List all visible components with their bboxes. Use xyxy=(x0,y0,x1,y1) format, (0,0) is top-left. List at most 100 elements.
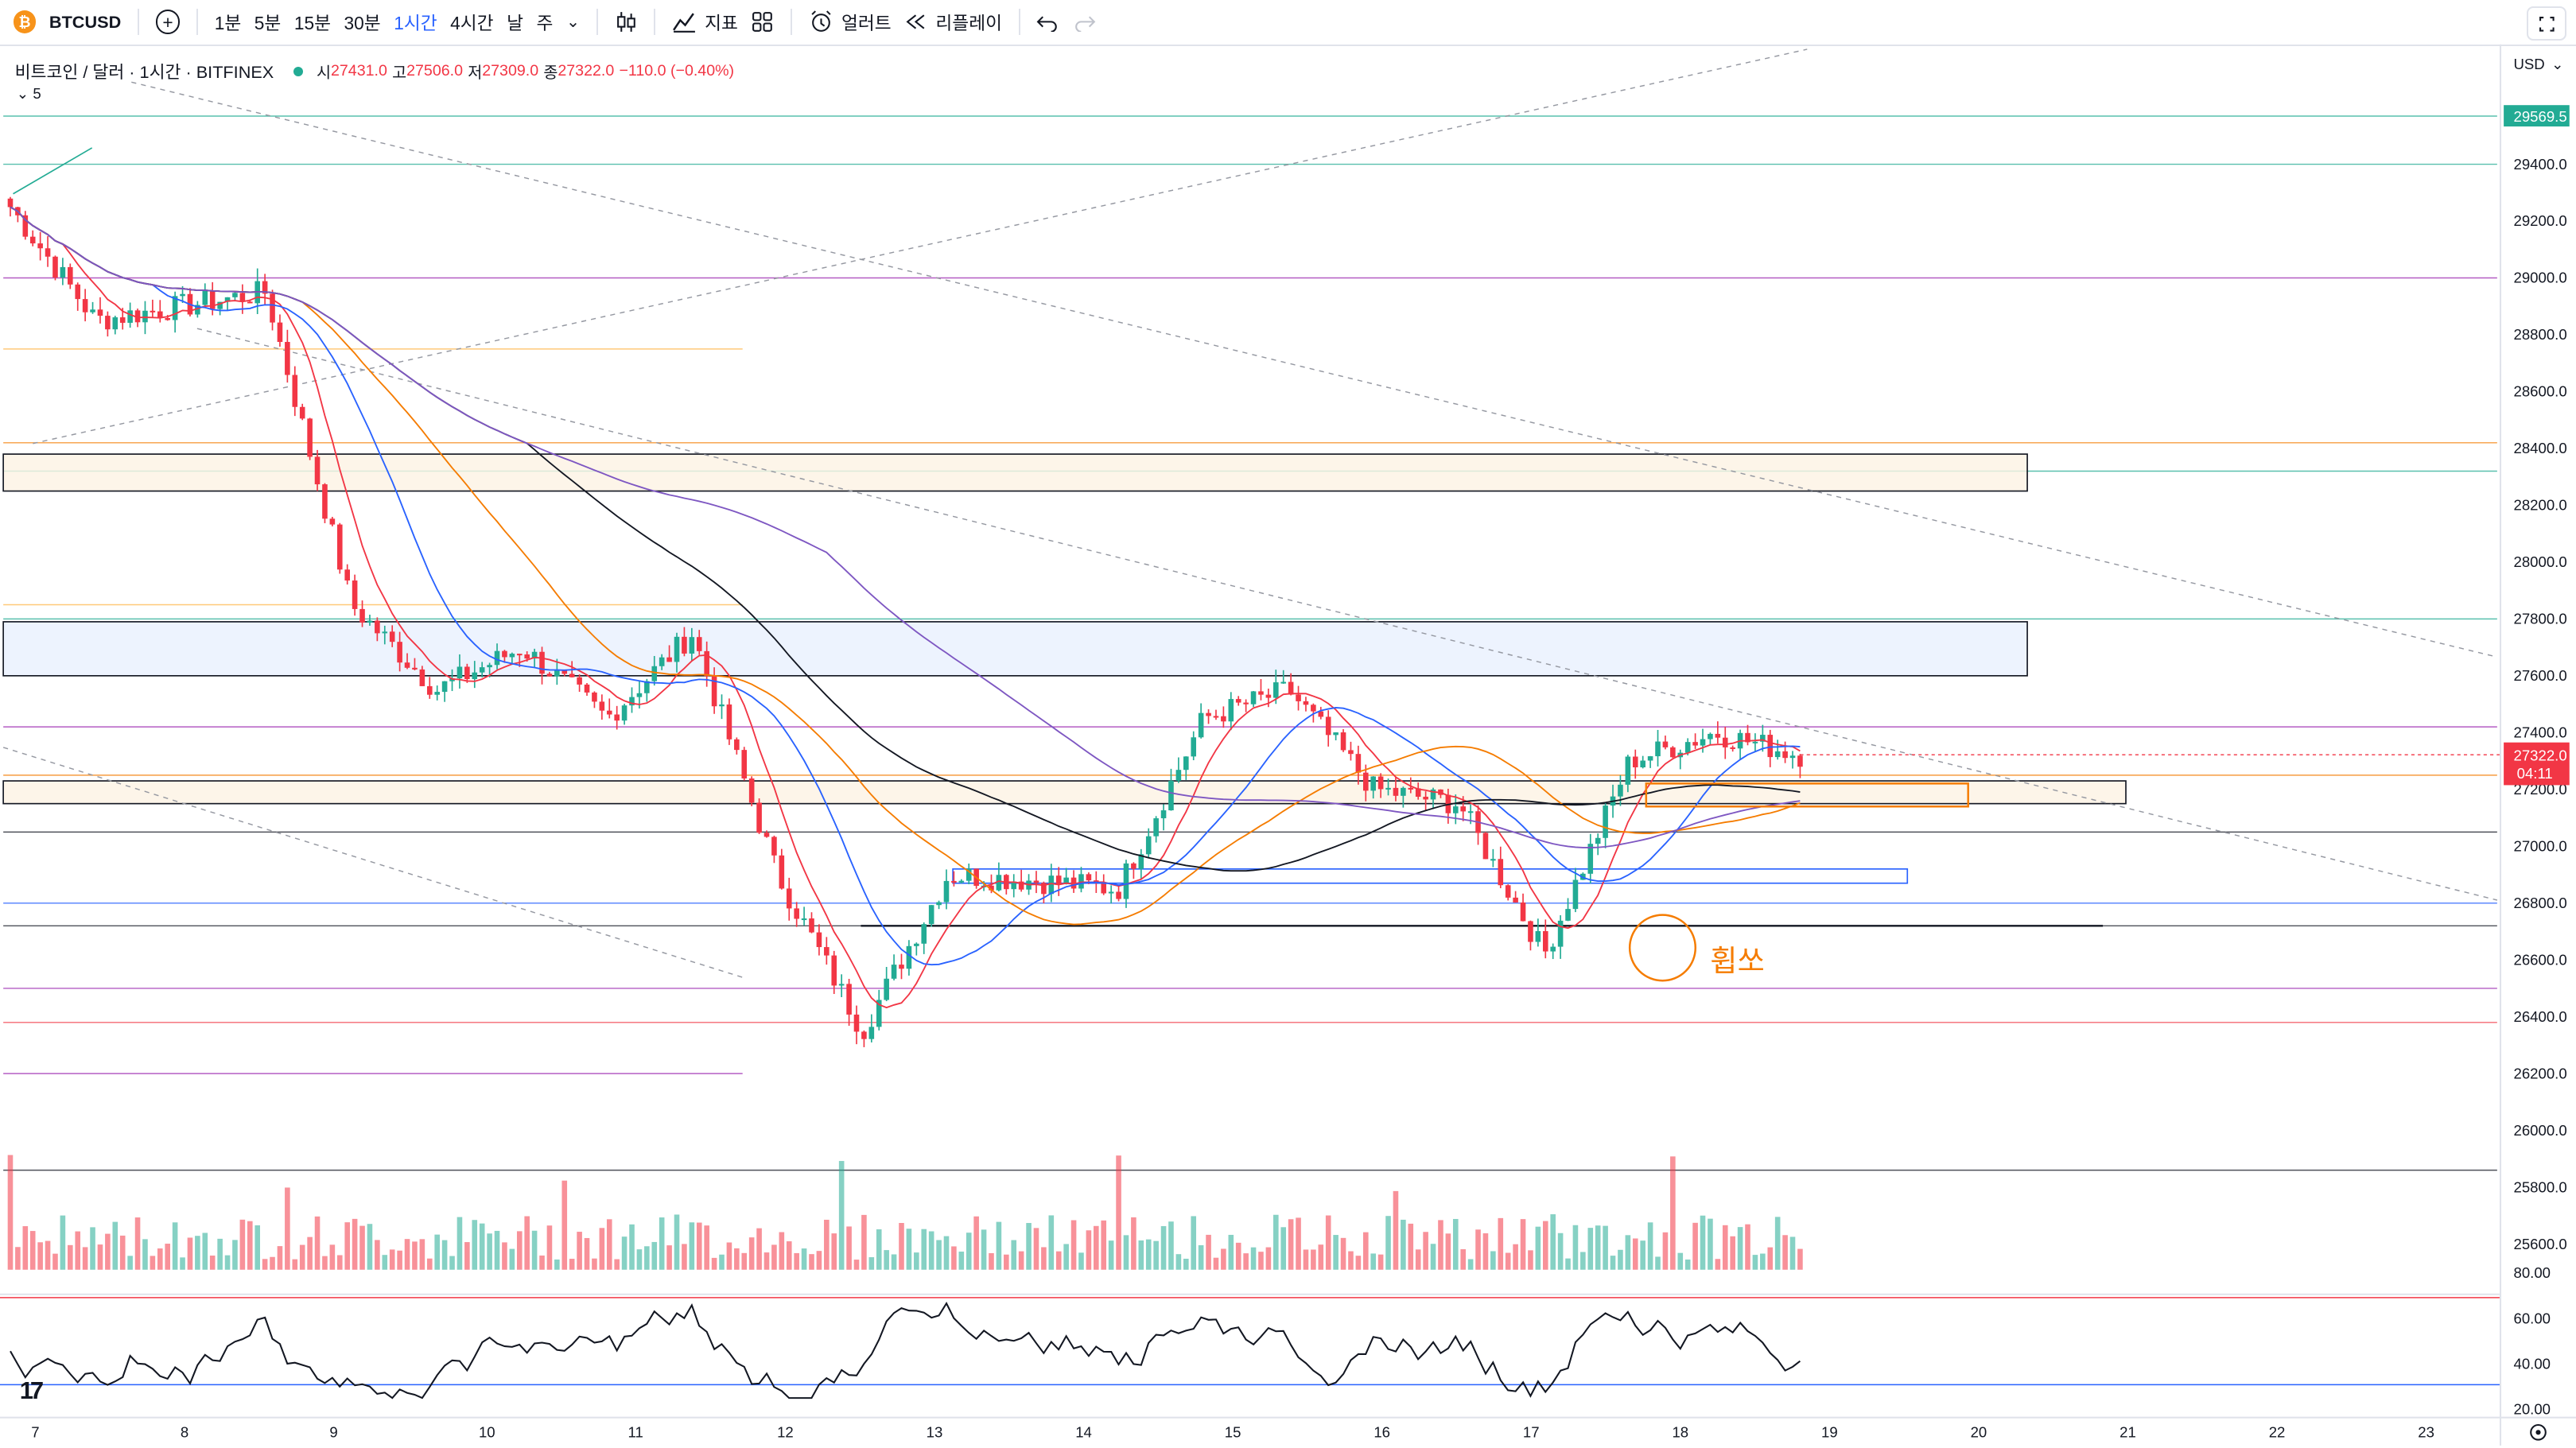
volume-bar xyxy=(82,1247,88,1270)
candle-body xyxy=(1618,784,1623,797)
indicators-toggle[interactable]: ⌄ 5 xyxy=(16,85,41,103)
volume-bar xyxy=(247,1221,253,1270)
time-axis-settings-button[interactable] xyxy=(2530,1423,2547,1441)
time-axis-label: 9 xyxy=(329,1423,337,1440)
volume-bars xyxy=(7,1155,1803,1270)
volume-bar xyxy=(1101,1220,1107,1270)
volume-bar xyxy=(119,1235,126,1270)
whipsaw-annotation[interactable]: 휩쏘 xyxy=(1710,943,1764,978)
volume-bar xyxy=(1557,1233,1564,1270)
whipsaw-circle-marker[interactable] xyxy=(1628,914,1697,982)
candle-body xyxy=(1318,711,1324,717)
dashed-trend-line xyxy=(33,49,1808,444)
volume-bar xyxy=(150,1256,156,1270)
orange-box-marker[interactable] xyxy=(1645,782,1969,808)
candle-body xyxy=(434,692,440,695)
volume-bar xyxy=(651,1241,658,1270)
volume-bar xyxy=(719,1254,725,1270)
interval-1d[interactable]: 날 xyxy=(507,13,523,34)
candle-body xyxy=(592,692,597,702)
candle-body xyxy=(1288,681,1294,695)
toolbar-divider xyxy=(196,9,199,36)
candle-body xyxy=(1362,772,1369,791)
volume-bar xyxy=(1528,1250,1533,1270)
volume-bar xyxy=(592,1258,597,1270)
currency-selector[interactable]: USD xyxy=(2514,56,2545,72)
symbol-title[interactable]: 비트코인 / 달러 · 1시간 · BITFINEX xyxy=(14,62,274,83)
candle-body xyxy=(1296,694,1301,701)
candle-body xyxy=(97,309,103,316)
zone-box xyxy=(2,780,2127,805)
interval-15m[interactable]: 15분 xyxy=(293,13,332,34)
currency-chevron-icon[interactable]: ⌄ xyxy=(2551,56,2564,72)
volume-bar xyxy=(382,1255,388,1270)
volume-bar xyxy=(569,1259,575,1270)
trend-lines xyxy=(2,49,2498,978)
candle-body xyxy=(1423,796,1428,800)
volume-bar xyxy=(479,1223,485,1270)
volume-bar xyxy=(973,1216,979,1270)
volume-bar xyxy=(786,1241,792,1270)
volume-bar xyxy=(577,1232,582,1270)
redo-button[interactable] xyxy=(1067,0,1102,45)
toolbar-divider xyxy=(1018,9,1020,36)
chart-type-button[interactable] xyxy=(608,0,643,45)
volume-bar xyxy=(996,1221,1002,1270)
templates-button[interactable] xyxy=(744,0,780,45)
alert-button[interactable]: 얼러트 xyxy=(802,0,898,45)
toolbar-divider xyxy=(654,9,656,36)
candle-body xyxy=(689,637,695,654)
candle-body xyxy=(1782,751,1788,759)
interval-1m[interactable]: 1분 xyxy=(214,13,242,34)
candle-body xyxy=(314,456,321,485)
price-tick-label: 26400.0 xyxy=(2514,1008,2567,1025)
candle-body xyxy=(569,674,575,677)
candle-body xyxy=(682,636,687,654)
candle-body xyxy=(621,705,627,721)
candle-body xyxy=(524,654,530,659)
add-symbol-button[interactable]: + xyxy=(149,0,186,45)
volume-bar xyxy=(951,1246,957,1270)
volume-bar xyxy=(966,1233,972,1270)
candle-body xyxy=(367,620,373,623)
candle-body xyxy=(1408,787,1414,790)
volume-bar xyxy=(375,1240,380,1270)
moving-average-line xyxy=(10,206,1801,966)
candle-body xyxy=(509,654,515,658)
volume-bar xyxy=(1041,1247,1047,1270)
volume-bar xyxy=(502,1242,507,1270)
candle-body xyxy=(704,650,709,677)
interval-4h[interactable]: 4시간 xyxy=(450,13,494,34)
volume-bar xyxy=(1198,1244,1204,1270)
volume-bar xyxy=(1265,1247,1272,1270)
volume-bar xyxy=(285,1187,290,1270)
symbol-search-button[interactable]: BTCUSD xyxy=(49,11,122,32)
candle-body xyxy=(397,642,402,663)
volume-bar xyxy=(838,1161,845,1270)
volume-bar xyxy=(1055,1251,1062,1270)
rsi-tick-label: 20.00 xyxy=(2514,1401,2551,1418)
volume-bar xyxy=(824,1219,830,1270)
horizontal-levels xyxy=(3,115,2497,1171)
volume-bar xyxy=(809,1254,814,1270)
candle-body xyxy=(1513,897,1518,903)
volume-bar xyxy=(1273,1214,1279,1270)
open-value: 27431.0 xyxy=(331,62,387,80)
interval-1w[interactable]: 주 xyxy=(536,13,554,34)
indicators-button[interactable]: 지표 xyxy=(666,0,745,45)
interval-dropdown-chevron-icon[interactable]: ⌄ xyxy=(565,13,581,32)
interval-5m[interactable]: 5분 xyxy=(254,13,282,34)
interval-30m[interactable]: 30분 xyxy=(344,13,381,34)
candle-body xyxy=(22,215,29,237)
volume-bar xyxy=(434,1234,440,1270)
candle-body xyxy=(1542,931,1548,952)
volume-bar xyxy=(1789,1236,1796,1270)
fullscreen-button[interactable] xyxy=(2527,6,2566,41)
undo-button[interactable] xyxy=(1030,0,1066,45)
replay-button[interactable]: 리플레이 xyxy=(898,0,1008,45)
volume-bar xyxy=(202,1233,208,1270)
volume-bar xyxy=(1670,1156,1676,1270)
tradingview-logo-icon[interactable]: 17 xyxy=(19,1376,44,1405)
interval-1h[interactable]: 1시간 xyxy=(394,13,437,34)
